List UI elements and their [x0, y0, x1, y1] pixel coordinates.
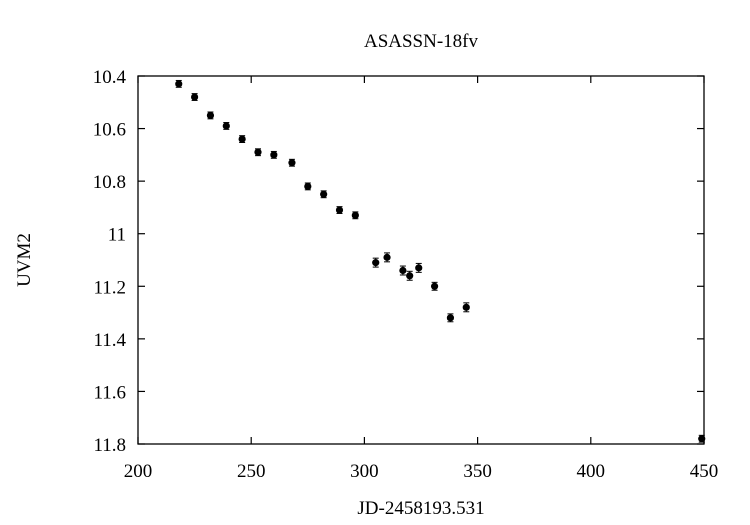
- x-tick-label: 450: [690, 461, 719, 482]
- data-point: [320, 190, 328, 199]
- y-tick-label: 10.6: [93, 120, 126, 141]
- marker: [222, 122, 230, 130]
- data-point: [304, 182, 312, 191]
- marker: [238, 135, 246, 143]
- data-point: [238, 135, 246, 144]
- data-point: [191, 93, 199, 101]
- data-point: [335, 206, 344, 214]
- chart-title: ASASSN-18fv: [364, 31, 479, 52]
- marker: [335, 206, 344, 214]
- y-tick-label: 10.4: [93, 67, 127, 88]
- marker: [288, 159, 296, 167]
- data-point: [406, 270, 414, 281]
- x-tick-label: 400: [577, 461, 606, 482]
- marker: [430, 282, 439, 290]
- marker: [399, 266, 407, 275]
- x-tick-label: 200: [124, 461, 153, 482]
- data-point: [430, 281, 439, 291]
- y-tick-label: 10.8: [93, 172, 126, 193]
- marker: [304, 182, 312, 190]
- x-tick-label: 300: [350, 461, 379, 482]
- marker: [383, 253, 391, 261]
- marker: [415, 264, 423, 272]
- marker: [191, 93, 199, 101]
- data-point: [415, 262, 423, 273]
- y-tick-label: 11.4: [93, 330, 126, 351]
- x-tick-label: 350: [463, 461, 492, 482]
- y-tick-label: 11: [108, 225, 126, 246]
- data-point: [206, 111, 215, 120]
- marker: [270, 151, 278, 159]
- marker: [446, 314, 455, 322]
- marker: [320, 190, 328, 198]
- data-point: [446, 313, 455, 323]
- data-point: [288, 158, 296, 167]
- plot-frame: [137, 75, 705, 445]
- data-point: [254, 148, 262, 157]
- y-axis-label: UVM2: [14, 233, 35, 287]
- marker: [462, 303, 470, 311]
- axis-ticks: 200 250 300 350 400 450 10.4 10.6 10.8 11 11.2 11.4…: [93, 67, 719, 482]
- marker: [406, 272, 414, 280]
- x-axis-label: JD-2458193.531: [357, 498, 484, 519]
- marker: [372, 259, 380, 267]
- y-tick-label: 11.8: [93, 435, 126, 456]
- data-point: [175, 79, 183, 88]
- data-point: [383, 252, 391, 263]
- x-tick-label: 250: [237, 461, 266, 482]
- marker: [254, 148, 262, 156]
- data-point: [351, 211, 359, 220]
- marker: [206, 111, 215, 120]
- data-point: [372, 257, 380, 268]
- y-tick-label: 11.2: [93, 277, 126, 298]
- data-point: [399, 265, 407, 276]
- data-point: [270, 150, 278, 159]
- marker: [175, 80, 183, 88]
- y-tick-label: 11.6: [93, 382, 126, 403]
- data-point: [462, 302, 470, 313]
- marker: [351, 211, 359, 219]
- data-points: [175, 79, 706, 443]
- data-point: [222, 122, 230, 130]
